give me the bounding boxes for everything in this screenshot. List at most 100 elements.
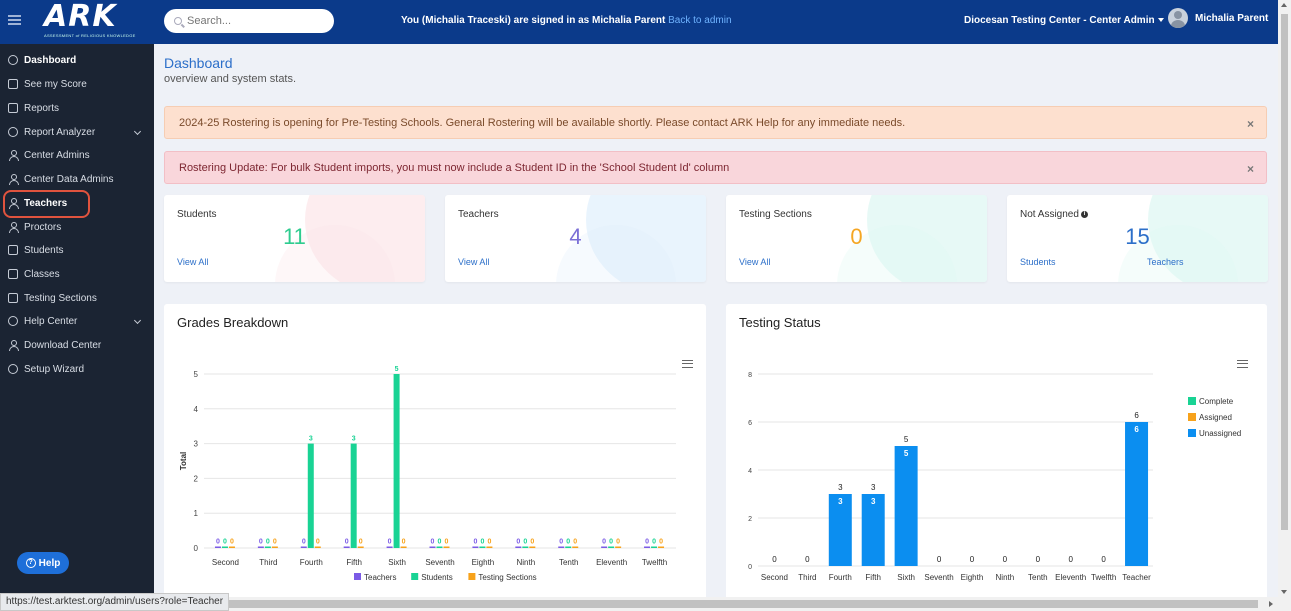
- data-label: 0: [316, 539, 320, 546]
- scroll-up-icon[interactable]: [1281, 3, 1287, 7]
- scrollbar-thumb[interactable]: [1281, 14, 1288, 530]
- not-assigned-students-link[interactable]: Students: [1020, 257, 1056, 267]
- total-label: 0: [1101, 555, 1106, 564]
- data-label: 0: [516, 539, 520, 546]
- x-tick-label: Fourth: [829, 573, 852, 582]
- bar: [264, 546, 271, 548]
- total-label: 5: [904, 435, 909, 444]
- sidebar-item-setup-wizard[interactable]: Setup Wizard: [0, 358, 154, 380]
- help-button[interactable]: ? Help: [17, 552, 69, 574]
- reports-icon: [8, 103, 18, 113]
- card-decoration: [1148, 195, 1268, 282]
- legend-swatch: [1188, 413, 1196, 421]
- view-all-sections-link[interactable]: View All: [739, 257, 771, 267]
- bar: [343, 546, 350, 548]
- x-tick-label: Fifth: [346, 558, 362, 567]
- logo-text: ARK: [44, 0, 117, 34]
- data-label: 5: [904, 449, 909, 458]
- stat-label: Students: [177, 209, 217, 220]
- testing-status-chart: 0 2 4 6 8 Second 0 Third 0 Fourth 3 3 Fifth 3 3 Sixth 5 5…: [748, 372, 1241, 582]
- data-label: 0: [487, 539, 491, 546]
- bar: [443, 546, 450, 548]
- sidebar-item-download-center[interactable]: Download Center: [0, 334, 154, 356]
- legend-label: Complete: [1199, 397, 1234, 406]
- user-name[interactable]: Michalia Parent: [1195, 13, 1269, 24]
- search-box[interactable]: [164, 9, 334, 33]
- sidebar-item-report-analyzer[interactable]: Report Analyzer: [0, 121, 154, 143]
- x-tick-label: Fourth: [300, 558, 323, 567]
- scroll-down-icon[interactable]: [1281, 590, 1287, 594]
- signed-in-banner: You (Michalia Traceski) are signed in as…: [401, 15, 732, 26]
- scroll-right-icon[interactable]: [1269, 601, 1273, 607]
- bar: [658, 546, 665, 548]
- alert-rostering-opening: 2024-25 Rostering is opening for Pre-Tes…: [164, 106, 1267, 139]
- x-tick-label: Third: [259, 558, 277, 567]
- horizontal-scrollbar[interactable]: [0, 597, 1291, 611]
- close-icon[interactable]: ×: [1246, 162, 1254, 176]
- x-tick-label: Second: [761, 573, 788, 582]
- sidebar-item-center-admins[interactable]: Center Admins: [0, 144, 154, 166]
- caret-down-icon: [1157, 18, 1164, 23]
- data-label: 0: [216, 539, 220, 546]
- teachers-highlight-ring: [3, 190, 90, 218]
- chevron-down-icon: [133, 127, 142, 136]
- legend-label: Unassigned: [1199, 429, 1241, 438]
- bar: [472, 546, 479, 548]
- bar: [400, 546, 407, 548]
- sidebar-item-teachers[interactable]: Teachers: [0, 192, 154, 214]
- data-label: 0: [302, 539, 306, 546]
- chevron-down-icon: [133, 316, 142, 325]
- bar: [436, 546, 443, 548]
- student-icon: [8, 245, 18, 255]
- menu-icon[interactable]: [8, 15, 21, 25]
- sidebar-item-proctors[interactable]: Proctors: [0, 216, 154, 238]
- status-url: https://test.arktest.org/admin/users?rol…: [0, 593, 230, 611]
- logo-tagline: ASSESSMENT of RELIGIOUS KNOWLEDGE: [44, 33, 136, 38]
- sidebar-item-classes[interactable]: Classes: [0, 263, 154, 285]
- wizard-icon: [8, 364, 18, 374]
- sidebar-item-label: Students: [24, 244, 64, 256]
- bar: [221, 546, 228, 548]
- sidebar-item-testing-sections[interactable]: Testing Sections: [0, 287, 154, 309]
- x-tick-label: Seventh: [425, 558, 454, 567]
- bar: [228, 546, 235, 548]
- panel-title: Grades Breakdown: [177, 315, 289, 330]
- close-icon[interactable]: ×: [1246, 117, 1254, 131]
- sidebar-item-center-data-admins[interactable]: Center Data Admins: [0, 168, 154, 190]
- sidebar-item-label: Help Center: [24, 315, 78, 327]
- bar: [572, 546, 579, 548]
- data-admin-icon: [8, 174, 19, 185]
- center-admin-dropdown[interactable]: Diocesan Testing Center - Center Admin: [964, 15, 1164, 26]
- page-subtitle: overview and system stats.: [164, 73, 297, 85]
- sidebar-item-reports[interactable]: Reports: [0, 97, 154, 119]
- sidebar-item-students[interactable]: Students: [0, 239, 154, 261]
- not-assigned-teachers-link[interactable]: Teachers: [1147, 257, 1184, 267]
- scrollbar-thumb[interactable]: [228, 600, 1258, 608]
- sidebar-item-label: Setup Wizard: [24, 363, 85, 375]
- sidebar-item-see-my-score[interactable]: See my Score: [0, 73, 154, 95]
- download-icon: [8, 340, 19, 351]
- avatar[interactable]: [1168, 8, 1188, 28]
- data-label: 0: [645, 539, 649, 546]
- ark-logo[interactable]: ARK ASSESSMENT of RELIGIOUS KNOWLEDGE: [44, 0, 136, 39]
- y-tick-label: 6: [748, 420, 752, 427]
- card-decoration: [586, 195, 706, 282]
- back-to-admin-link[interactable]: Back to admin: [668, 15, 732, 26]
- data-label: 0: [402, 539, 406, 546]
- x-tick-label: Eighth: [472, 558, 495, 567]
- view-all-students-link[interactable]: View All: [177, 257, 209, 267]
- total-label: 0: [1036, 555, 1041, 564]
- view-all-teachers-link[interactable]: View All: [458, 257, 490, 267]
- score-icon: [8, 79, 18, 89]
- info-icon[interactable]: i: [1080, 210, 1088, 218]
- chart-menu-icon[interactable]: [682, 360, 693, 368]
- search-input[interactable]: [187, 15, 317, 27]
- vertical-scrollbar[interactable]: [1278, 0, 1291, 597]
- y-tick-label: 0: [194, 544, 199, 553]
- bar: [393, 374, 400, 548]
- stat-label-text: Not Assigned: [1020, 209, 1079, 220]
- grades-breakdown-panel: Grades Breakdown 0 1 2 3 4 5 Total Second 0 0 0 Thi…: [164, 304, 706, 604]
- sidebar-item-help-center[interactable]: Help Center: [0, 310, 154, 332]
- sidebar-item-dashboard[interactable]: Dashboard: [0, 49, 154, 71]
- chart-menu-icon[interactable]: [1237, 360, 1248, 368]
